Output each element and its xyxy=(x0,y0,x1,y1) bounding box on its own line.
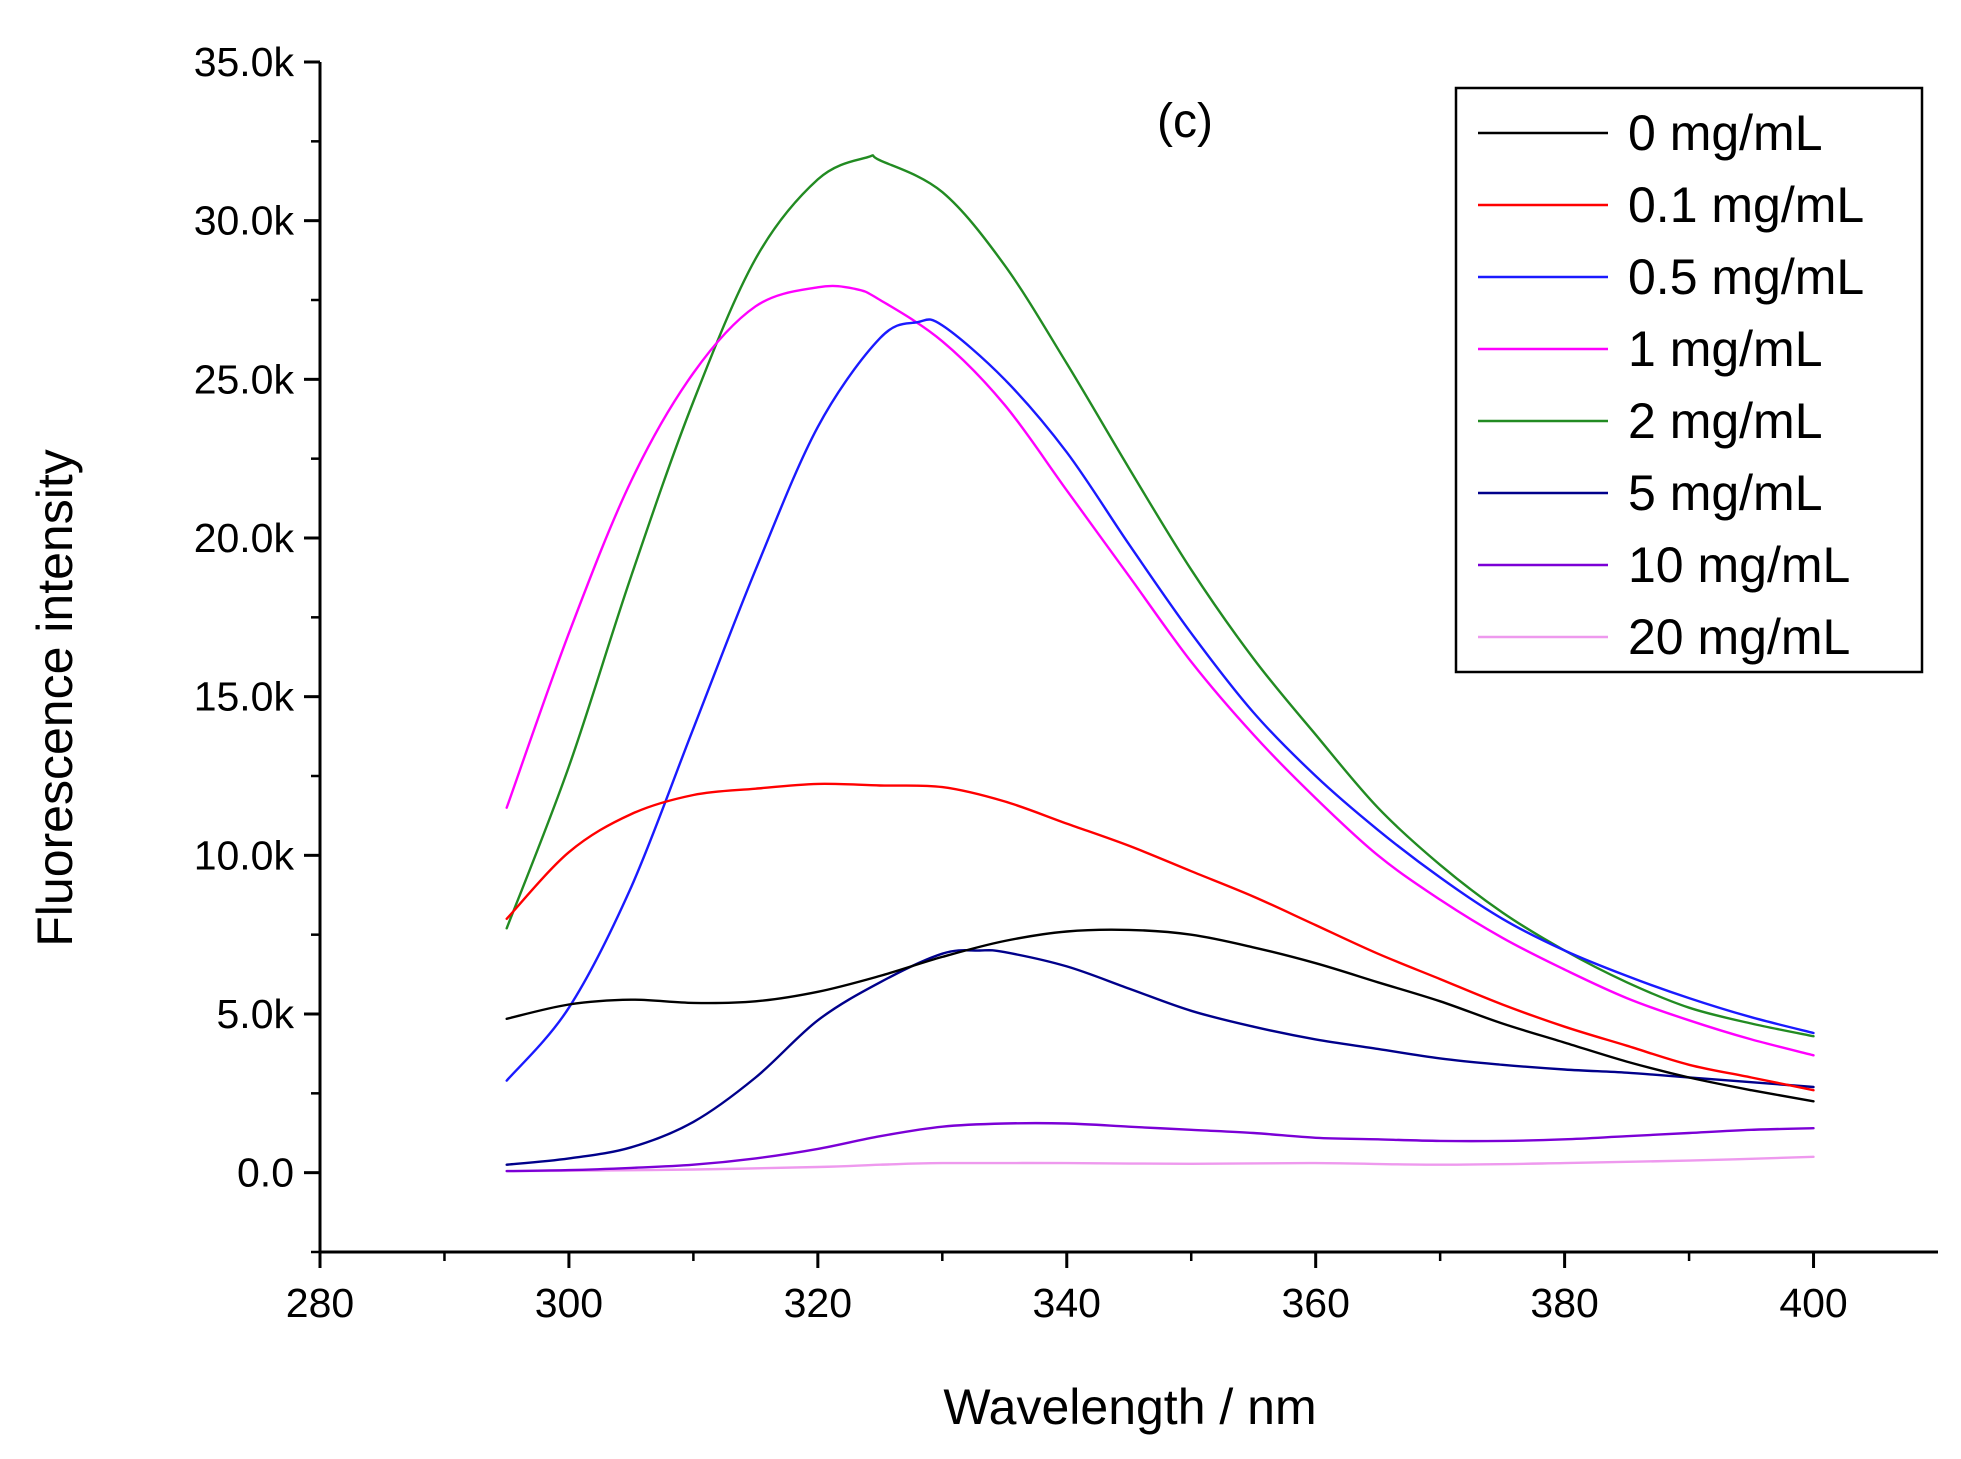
panel-annotation: (c) xyxy=(1157,95,1213,148)
x-tick-label: 380 xyxy=(1530,1280,1598,1326)
legend-box xyxy=(1454,86,1924,674)
legend-label-8: 20 mg/mL xyxy=(1628,609,1850,665)
x-tick-label: 320 xyxy=(784,1280,852,1326)
legend-label-2: 0.1 mg/mL xyxy=(1628,177,1864,233)
series-line-2 xyxy=(505,782,1815,1092)
y-axis-title: Fluorescence intensity xyxy=(27,449,83,946)
axes-group: 280 300 320 340 360 380 400 0.0 5.0k 10.0k 15.0k 20… xyxy=(194,39,1938,1326)
series-group xyxy=(505,154,1815,1173)
x-tick-label: 360 xyxy=(1281,1280,1349,1326)
y-tick-label: 5.0k xyxy=(217,991,295,1037)
legend-label-4: 1 mg/mL xyxy=(1628,321,1823,377)
series-line-7 xyxy=(505,1121,1815,1173)
legend-label-1: 0 mg/mL xyxy=(1628,105,1823,161)
x-axis-title: Wavelength / nm xyxy=(943,1379,1316,1435)
x-tick-label: 300 xyxy=(535,1280,603,1326)
y-tick-label: 0.0 xyxy=(237,1150,294,1196)
x-tick-label: 340 xyxy=(1033,1280,1101,1326)
series-line-1 xyxy=(505,928,1815,1103)
y-tick-label: 25.0k xyxy=(194,356,295,402)
y-tick-label: 30.0k xyxy=(194,198,295,244)
y-tick-label: 35.0k xyxy=(194,39,295,85)
series-line-4 xyxy=(505,284,1815,1057)
series-line-3 xyxy=(505,318,1815,1082)
y-tick-label: 15.0k xyxy=(194,674,295,720)
series-line-8 xyxy=(505,1155,1815,1173)
legend-label-7: 10 mg/mL xyxy=(1628,537,1850,593)
x-tick-label: 280 xyxy=(286,1280,354,1326)
legend-label-5: 2 mg/mL xyxy=(1628,393,1823,449)
series-line-6 xyxy=(505,949,1815,1166)
legend-label-3: 0.5 mg/mL xyxy=(1628,249,1864,305)
legend-label-6: 5 mg/mL xyxy=(1628,465,1823,521)
y-tick-label: 10.0k xyxy=(194,832,295,878)
y-tick-label: 20.0k xyxy=(194,515,295,561)
legend: 0 mg/mL 0.1 mg/mL 0.5 mg/mL 1 mg/mL 2 mg/mL 5… xyxy=(1454,86,1924,674)
x-tick-label: 400 xyxy=(1779,1280,1847,1326)
